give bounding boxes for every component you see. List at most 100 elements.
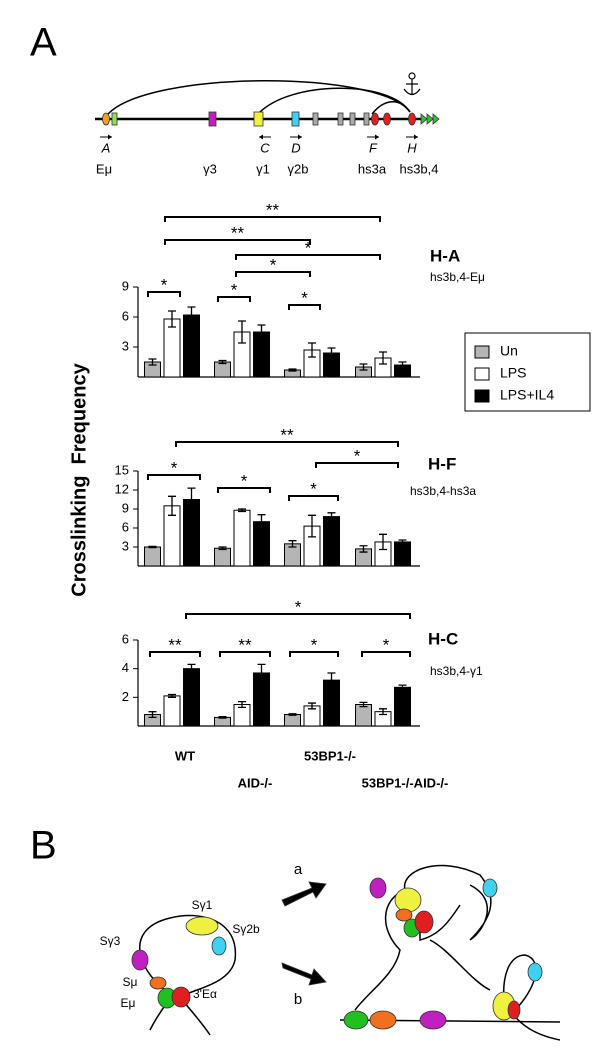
error-bar (327, 672, 336, 688)
primer-arrow-head (259, 134, 263, 140)
significance-label: * (383, 635, 390, 654)
significance-bracket (315, 462, 399, 468)
significance-label: * (311, 635, 318, 654)
error-bar (148, 711, 157, 719)
error-bar (238, 320, 246, 344)
significance-label: * (241, 471, 248, 490)
error-bar (308, 342, 316, 358)
error-bar (238, 508, 246, 513)
significance-bracket (164, 239, 311, 245)
error-bar (359, 701, 368, 708)
map-element-label: Eμ (96, 161, 112, 176)
loop-label: Sγ2b (232, 922, 260, 936)
significance-label: * (161, 275, 168, 294)
loop-label: Sγ1 (192, 898, 213, 912)
significance-bracket (185, 613, 411, 619)
loop-label: Eμ (121, 996, 136, 1010)
chart-subtitle: hs3b,4-γ1 (430, 664, 483, 678)
x-tick-label: AID-/- (238, 775, 273, 790)
error-bar (379, 351, 387, 365)
map-element-label: hs3b,4 (399, 161, 438, 176)
primer-label: C (260, 140, 270, 155)
error-bar (218, 546, 227, 551)
y-tick-label: 9 (122, 278, 129, 293)
y-tick-label: 6 (122, 308, 129, 323)
error-bar (218, 359, 227, 365)
error-bar (168, 495, 176, 516)
error-bar (187, 663, 196, 674)
error-bar (148, 545, 157, 549)
primer-label: A (101, 140, 111, 155)
error-bar (308, 702, 316, 710)
y-tick-label: 6 (122, 631, 129, 646)
error-bar (218, 716, 227, 719)
error-bar (288, 368, 297, 372)
error-bar (398, 361, 407, 369)
significance-label: ** (231, 223, 245, 242)
loop-label: Sμ (123, 975, 138, 989)
chart-subtitle: hs3b,4-Eμ (430, 270, 485, 284)
significance-label: * (270, 255, 277, 274)
primer-label: F (369, 140, 378, 155)
significance-bracket (289, 651, 339, 657)
error-bar (359, 363, 368, 371)
error-bar (359, 545, 368, 553)
bar (394, 686, 411, 727)
error-bar (168, 310, 176, 328)
x-tick-label: 53BP1-/-AID-/- (362, 775, 449, 790)
significance-bracket (361, 651, 411, 657)
y-tick-label: 15 (115, 462, 129, 477)
significance-bracket (235, 271, 311, 277)
loop-label: Sγ3 (100, 934, 121, 948)
y-tick-label: 9 (122, 500, 129, 515)
significance-bracket (147, 474, 201, 480)
primer-arrow-head (414, 134, 418, 140)
error-bar (257, 324, 266, 340)
bar (144, 546, 161, 567)
error-bar (288, 713, 297, 716)
error-bar (148, 358, 157, 366)
y-tick-label: 3 (122, 338, 129, 353)
significance-label: ** (168, 635, 182, 654)
significance-bracket (217, 487, 271, 493)
bar (163, 695, 181, 727)
x-tick-label: 53BP1-/- (304, 748, 356, 763)
bar (214, 547, 231, 567)
significance-label: ** (266, 200, 280, 219)
error-bar (308, 514, 316, 538)
y-tick-label: 4 (122, 660, 129, 675)
significance-label: * (305, 238, 312, 257)
error-bar (398, 539, 407, 545)
arrow-label: b (294, 991, 302, 1008)
bar (163, 318, 181, 378)
significance-bracket (288, 304, 321, 310)
error-bar (187, 487, 196, 512)
significance-bracket (217, 296, 251, 302)
panel-label: A (30, 21, 57, 65)
error-bar (379, 533, 387, 551)
primer-label: H (407, 140, 417, 155)
arrow-label: a (294, 861, 303, 878)
significance-bracket (147, 291, 181, 297)
map-elements (102, 111, 440, 127)
significance-label: ** (238, 635, 252, 654)
loop-label: 3'Eα (193, 987, 217, 1001)
significance-bracket (149, 651, 201, 657)
error-bar (257, 663, 266, 683)
error-bar (288, 540, 297, 548)
significance-label: ** (280, 425, 294, 444)
primer-arrow-head (108, 134, 112, 140)
bar (214, 361, 231, 378)
legend-label: LPS (500, 365, 526, 381)
primer-arrow-head (298, 134, 302, 140)
error-bar (238, 700, 246, 709)
bar (183, 314, 200, 378)
map-element-label: hs3a (358, 161, 387, 176)
legend-label: Un (500, 343, 518, 359)
chart-title: H-F (428, 454, 456, 473)
y-axis-label: Crosslinking Frequency (68, 362, 90, 596)
error-bar (327, 512, 336, 522)
significance-label: * (301, 288, 308, 307)
y-tick-label: 2 (122, 689, 129, 704)
legend-swatch (474, 345, 490, 359)
